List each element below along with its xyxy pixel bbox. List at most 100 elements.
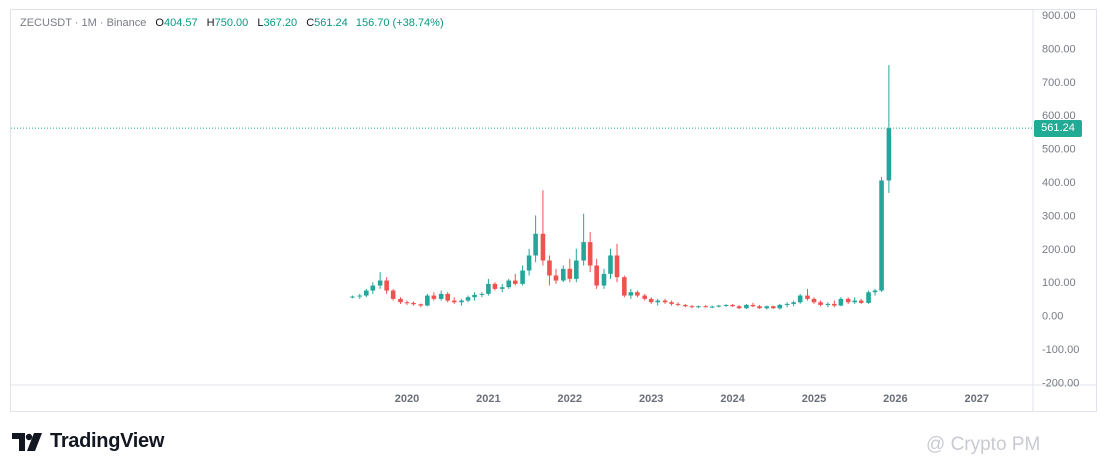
candle-body	[791, 302, 796, 304]
candle	[411, 301, 416, 306]
candle	[797, 293, 803, 304]
price-axis[interactable]: 900.00 800.00 700.00 600.00 500.00 400.00 300.…	[1042, 10, 1079, 389]
candle-body	[648, 298, 654, 303]
candle	[520, 265, 525, 286]
candle-body	[574, 260, 579, 279]
candle	[479, 292, 485, 298]
candle-body	[879, 180, 884, 291]
x-tick-label: 2025	[802, 393, 826, 405]
candle	[472, 292, 477, 301]
tradingview-logo[interactable]: TradingView	[12, 430, 164, 453]
candle	[404, 300, 410, 305]
candle-body	[479, 293, 485, 295]
candle-body	[750, 304, 756, 307]
candle-body	[370, 285, 376, 291]
close-key: C	[306, 17, 315, 29]
candle	[364, 288, 369, 298]
candle	[506, 278, 512, 289]
candle-body	[445, 293, 450, 301]
time-axis[interactable]: 2020 2021 2022 2023 2024 2025 2026 2027	[395, 393, 989, 405]
x-tick-label: 2022	[558, 393, 582, 405]
grid-lines	[11, 10, 1096, 411]
candle	[377, 272, 383, 289]
open-key: O	[155, 17, 164, 29]
candle-body	[451, 300, 457, 303]
candle	[587, 232, 593, 273]
candle-body	[512, 280, 518, 284]
candle	[445, 292, 450, 303]
candle-body	[662, 300, 668, 303]
candle	[431, 292, 437, 301]
candle-body	[832, 303, 837, 306]
candle	[683, 303, 688, 308]
y-tick-label: 100.00	[1042, 277, 1076, 289]
candle	[845, 297, 851, 304]
candle	[689, 304, 695, 309]
candle	[886, 65, 892, 193]
candle-body	[567, 268, 573, 279]
candle	[451, 297, 457, 304]
candle	[425, 293, 430, 307]
candle	[594, 258, 599, 289]
candle-body	[628, 292, 634, 296]
candle	[486, 278, 491, 296]
low-value: 367.20	[263, 17, 298, 29]
candle-body	[472, 294, 477, 298]
candle-body	[411, 302, 416, 305]
candle-body	[764, 306, 770, 309]
candle-body	[377, 280, 383, 286]
candle-body	[533, 233, 538, 256]
candle	[614, 243, 620, 283]
candle-body	[486, 283, 491, 294]
chart-frame[interactable]	[10, 9, 1097, 412]
candle	[784, 302, 790, 308]
candle	[628, 288, 634, 299]
candle	[581, 213, 586, 266]
candle-body	[805, 295, 810, 299]
candle-body	[744, 304, 749, 309]
candle	[709, 305, 715, 309]
change-value: 156.70 (+38.74%)	[355, 17, 444, 29]
high-value: 750.00	[214, 17, 249, 29]
candle	[764, 305, 770, 310]
x-tick-label: 2027	[965, 393, 989, 405]
candle	[526, 248, 532, 276]
candle-body	[431, 295, 437, 299]
candle	[866, 290, 871, 304]
candle-body	[601, 273, 607, 286]
candle	[757, 304, 762, 309]
candle-body	[608, 255, 613, 274]
candle-body	[866, 292, 871, 303]
y-tick-label: 0.00	[1042, 311, 1063, 323]
candle-body	[404, 302, 410, 304]
candle	[736, 304, 742, 309]
candle	[730, 303, 735, 307]
candle	[669, 300, 674, 306]
candle	[852, 297, 857, 304]
candle-body	[384, 280, 389, 291]
candle	[547, 255, 552, 286]
x-tick-label: 2023	[639, 393, 663, 405]
candle	[811, 297, 817, 304]
candle-body	[655, 300, 661, 303]
candle-body	[642, 295, 647, 299]
watermark: @ Crypto PM	[926, 434, 1041, 455]
y-tick-label: 300.00	[1042, 210, 1076, 222]
candle-body	[669, 302, 674, 304]
candle	[512, 273, 518, 286]
candle-body	[465, 297, 471, 301]
candle	[553, 268, 559, 284]
candle-body	[852, 300, 857, 303]
candle	[716, 304, 722, 308]
candle-body	[364, 290, 369, 296]
candle-body	[845, 298, 851, 303]
candle	[635, 290, 640, 298]
x-tick-label: 2026	[883, 393, 907, 405]
candle-body	[547, 260, 552, 276]
candle	[622, 275, 627, 298]
candle	[384, 277, 389, 294]
candle-body	[540, 233, 546, 261]
candle-body	[635, 292, 640, 296]
candle	[805, 288, 810, 301]
